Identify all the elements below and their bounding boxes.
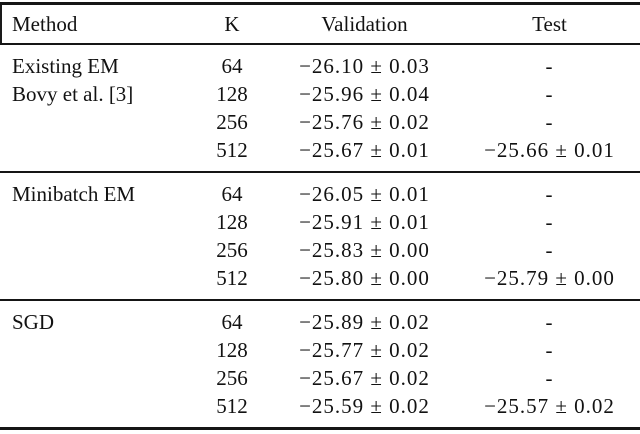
- validation-cell: −25.67 ± 0.02: [299, 365, 430, 390]
- method-cell: Minibatch EM: [12, 181, 136, 206]
- k-cell: 512: [216, 137, 248, 162]
- table-row: 512 −25.59 ± 0.02 −25.57 ± 0.02: [0, 392, 640, 429]
- method-cell: [0, 208, 182, 236]
- k-cell: 64: [221, 309, 243, 334]
- header-k: K: [224, 11, 240, 36]
- test-cell: -: [545, 109, 554, 134]
- table-row: 128 −25.91 ± 0.01 -: [0, 208, 640, 236]
- table-row: 256 −25.67 ± 0.02 -: [0, 364, 640, 392]
- validation-cell: −25.89 ± 0.02: [299, 309, 430, 334]
- section-existing-em: Existing EM 64 −26.10 ± 0.03 - Bovy et a…: [0, 44, 640, 172]
- test-cell: -: [545, 337, 554, 362]
- table-row: 128 −25.77 ± 0.02 -: [0, 336, 640, 364]
- test-cell: -: [545, 209, 554, 234]
- test-cell: -: [545, 53, 554, 78]
- table-row: Minibatch EM 64 −26.05 ± 0.01 -: [0, 172, 640, 208]
- k-cell: 128: [216, 209, 248, 234]
- header-method: Method: [12, 11, 78, 36]
- table-row: Existing EM 64 −26.10 ± 0.03 -: [0, 44, 640, 80]
- validation-cell: −25.76 ± 0.02: [299, 109, 430, 134]
- k-cell: 256: [216, 365, 248, 390]
- validation-cell: −26.10 ± 0.03: [299, 53, 430, 78]
- table-row: 256 −25.76 ± 0.02 -: [0, 108, 640, 136]
- validation-cell: −25.67 ± 0.01: [299, 137, 430, 162]
- header-test: Test: [532, 11, 567, 36]
- test-cell: −25.66 ± 0.01: [484, 137, 615, 162]
- header-row: Method K Validation Test: [0, 4, 640, 45]
- test-cell: -: [545, 309, 554, 334]
- method-cell: SGD: [12, 309, 55, 334]
- method-cell: [0, 108, 182, 136]
- k-cell: 256: [216, 109, 248, 134]
- method-cell: [0, 264, 182, 300]
- validation-cell: −26.05 ± 0.01: [299, 181, 430, 206]
- validation-cell: −25.77 ± 0.02: [299, 337, 430, 362]
- validation-cell: −25.83 ± 0.00: [299, 237, 430, 262]
- table-row: SGD 64 −25.89 ± 0.02 -: [0, 300, 640, 336]
- method-cell: [0, 336, 182, 364]
- method-cell: [0, 236, 182, 264]
- k-cell: 256: [216, 237, 248, 262]
- table-header: Method K Validation Test: [0, 4, 640, 45]
- method-cell: [0, 392, 182, 429]
- k-cell: 512: [216, 265, 248, 290]
- table-row: 512 −25.80 ± 0.00 −25.79 ± 0.00: [0, 264, 640, 300]
- k-cell: 64: [221, 181, 243, 206]
- method-cell: [0, 136, 182, 172]
- k-cell: 64: [221, 53, 243, 78]
- validation-cell: −25.59 ± 0.02: [299, 393, 430, 418]
- section-sgd: SGD 64 −25.89 ± 0.02 - 128 −25.77 ± 0.02…: [0, 300, 640, 429]
- k-cell: 128: [216, 81, 248, 106]
- table-row: Bovy et al. [3] 128 −25.96 ± 0.04 -: [0, 80, 640, 108]
- header-validation: Validation: [321, 11, 408, 36]
- k-cell: 128: [216, 337, 248, 362]
- test-cell: -: [545, 181, 554, 206]
- test-cell: −25.79 ± 0.00: [484, 265, 615, 290]
- validation-cell: −25.80 ± 0.00: [299, 265, 430, 290]
- method-cell: Existing EM: [12, 53, 119, 78]
- test-cell: −25.57 ± 0.02: [484, 393, 615, 418]
- test-cell: -: [545, 365, 554, 390]
- section-minibatch-em: Minibatch EM 64 −26.05 ± 0.01 - 128 −25.…: [0, 172, 640, 300]
- left-edge-crop-line: [0, 2, 2, 43]
- test-cell: -: [545, 81, 554, 106]
- test-cell: -: [545, 237, 554, 262]
- validation-cell: −25.96 ± 0.04: [299, 81, 430, 106]
- k-cell: 512: [216, 393, 248, 418]
- validation-cell: −25.91 ± 0.01: [299, 209, 430, 234]
- table-row: 512 −25.67 ± 0.01 −25.66 ± 0.01: [0, 136, 640, 172]
- method-cell: [0, 364, 182, 392]
- table-row: 256 −25.83 ± 0.00 -: [0, 236, 640, 264]
- method-cell: Bovy et al. [3]: [12, 81, 134, 106]
